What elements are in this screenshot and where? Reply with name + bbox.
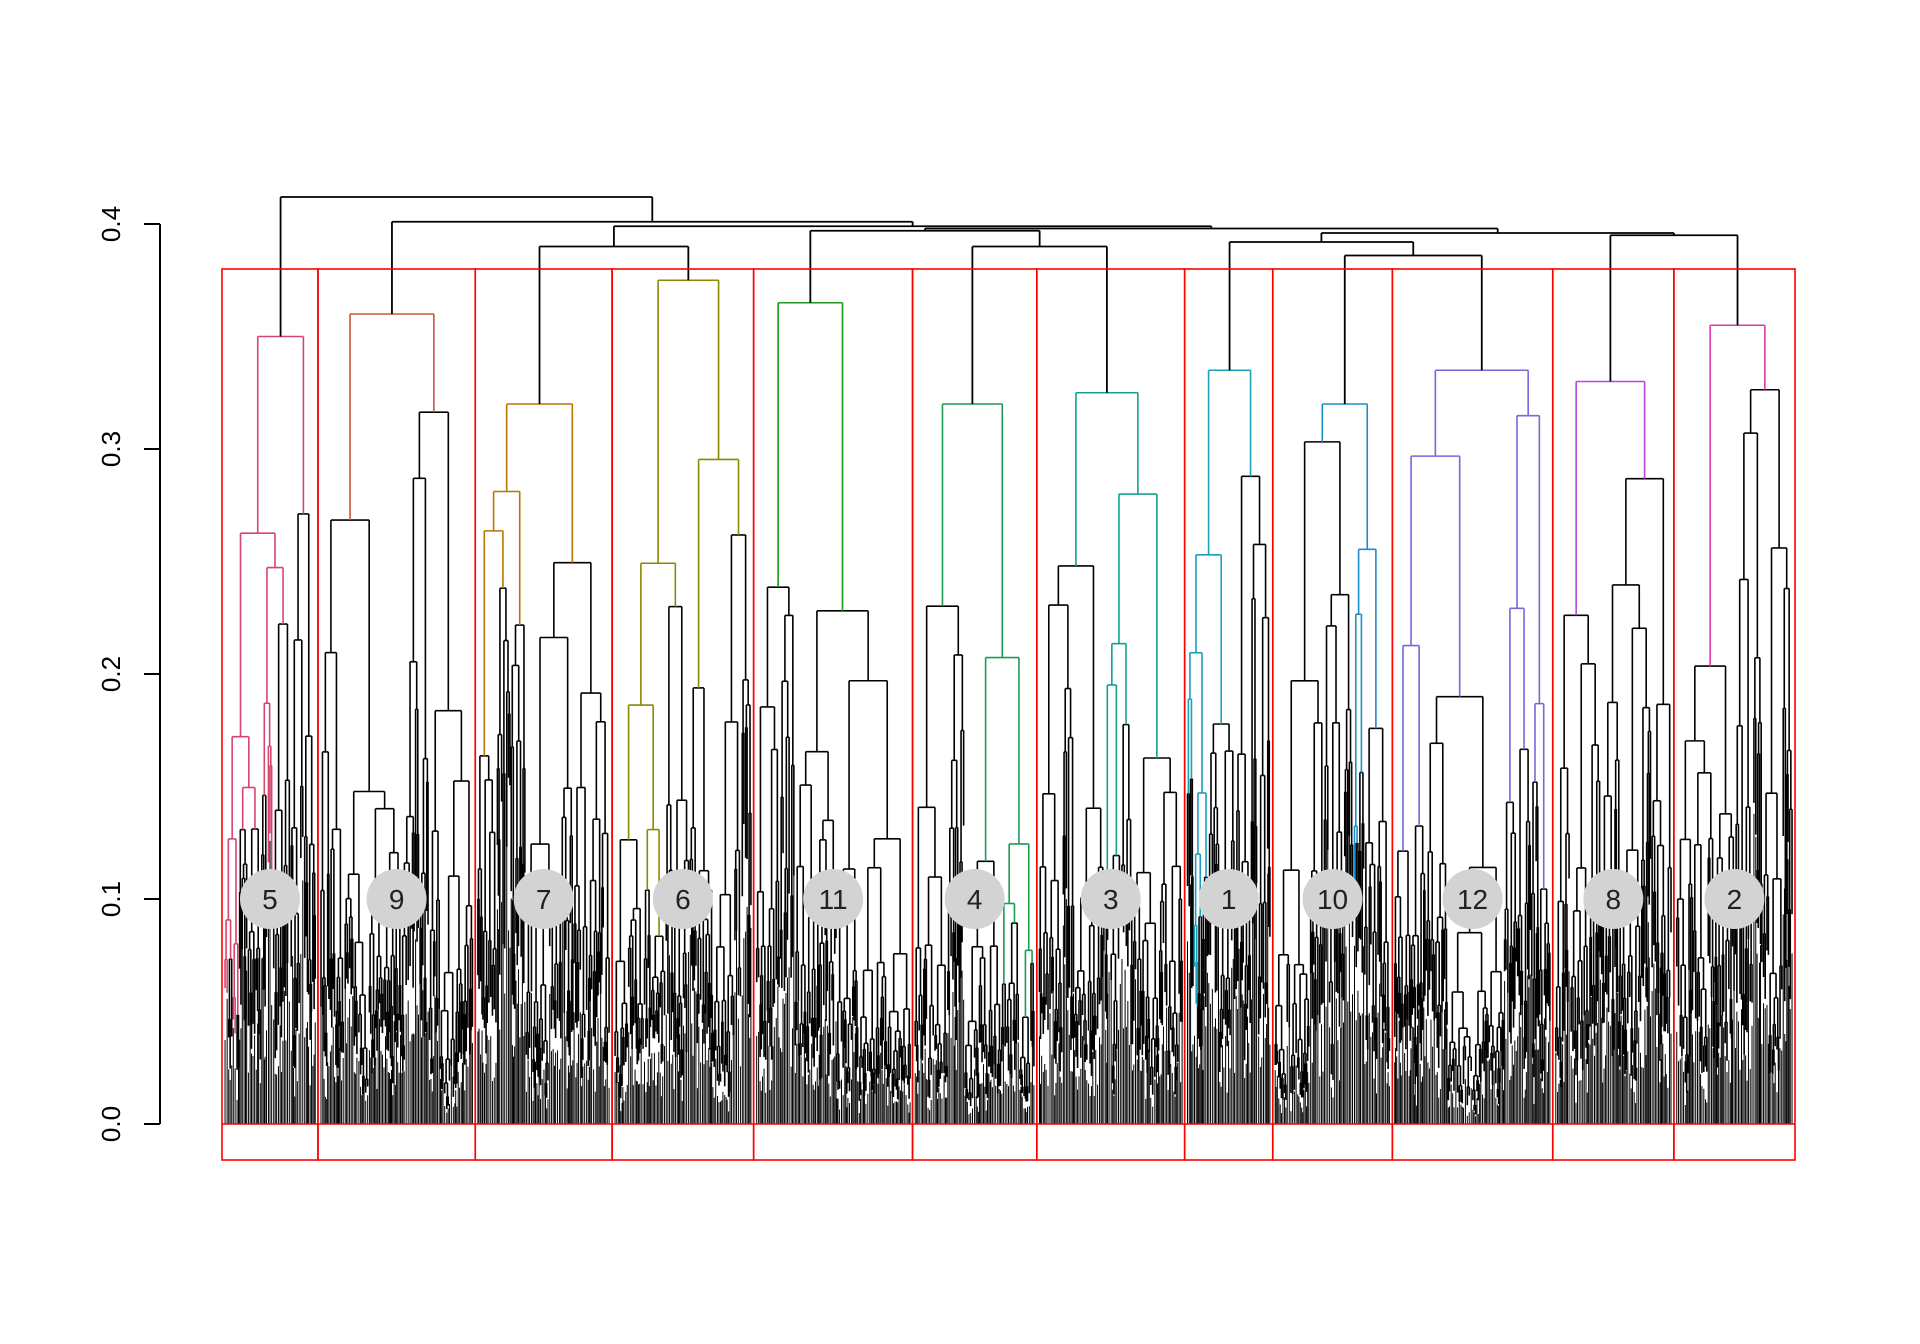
- cluster-10-label-badge: [1302, 869, 1363, 929]
- cluster-8-label: 8: [1606, 884, 1622, 915]
- y-tick-label: 0.0: [96, 1106, 126, 1142]
- cluster-9-subtree: [320, 313, 474, 1124]
- cluster-4-label-badge: [944, 869, 1005, 929]
- cluster-5-label-badge: [239, 869, 300, 929]
- cluster-6-label-badge: [652, 869, 713, 929]
- cluster-1-label-badge: [1198, 869, 1259, 929]
- cluster-5-label: 5: [262, 884, 278, 915]
- cluster-7-label-badge: [513, 869, 574, 929]
- cluster-11-label-badge: [803, 869, 864, 929]
- cluster-4-subtree: [914, 403, 1035, 1124]
- cluster-2-label-badge: [1704, 869, 1765, 929]
- y-tick-label: 0.2: [96, 656, 126, 692]
- cluster-6-subtree: [614, 279, 752, 1124]
- y-tick-label: 0.1: [96, 881, 126, 917]
- y-tick-label: 0.3: [96, 431, 126, 467]
- cluster-2-cut-box: [1673, 268, 1796, 1161]
- cluster-10-label: 10: [1317, 884, 1348, 915]
- cluster-11-label: 11: [819, 884, 848, 915]
- cluster-10-subtree: [1274, 403, 1391, 1124]
- cluster-8-label-badge: [1583, 869, 1644, 929]
- cluster-4-label: 4: [967, 884, 983, 915]
- cluster-cut-boxes: [221, 268, 1796, 1161]
- cluster-3-subtree: [1038, 391, 1183, 1124]
- y-tick-label: 0.4: [96, 206, 126, 242]
- cluster-8-subtree: [1555, 380, 1672, 1124]
- cluster-12-subtree: [1393, 369, 1551, 1124]
- cluster-11-subtree: [755, 301, 911, 1124]
- y-axis: 0.0 0.1 0.2 0.3 0.4: [96, 206, 161, 1142]
- cluster-7-subtree: [477, 403, 610, 1124]
- cluster-7-label: 7: [536, 884, 552, 915]
- upper-merges: [279, 196, 1739, 404]
- cluster-2-subtree: [1675, 324, 1793, 1124]
- cluster-labels: 5 9 7 6 11 4 3 1 10 12 8 2: [239, 869, 1765, 929]
- cluster-9-label-badge: [366, 869, 427, 929]
- cluster-2-label: 2: [1727, 884, 1743, 915]
- cluster-1-label: 1: [1221, 884, 1237, 915]
- cluster-9-label: 9: [389, 884, 405, 915]
- cluster-6-label: 6: [675, 884, 691, 915]
- cluster-12-label: 12: [1457, 884, 1488, 915]
- cluster-3-label-badge: [1080, 869, 1141, 929]
- cluster-3-label: 3: [1103, 884, 1119, 915]
- cluster-12-label-badge: [1442, 869, 1503, 929]
